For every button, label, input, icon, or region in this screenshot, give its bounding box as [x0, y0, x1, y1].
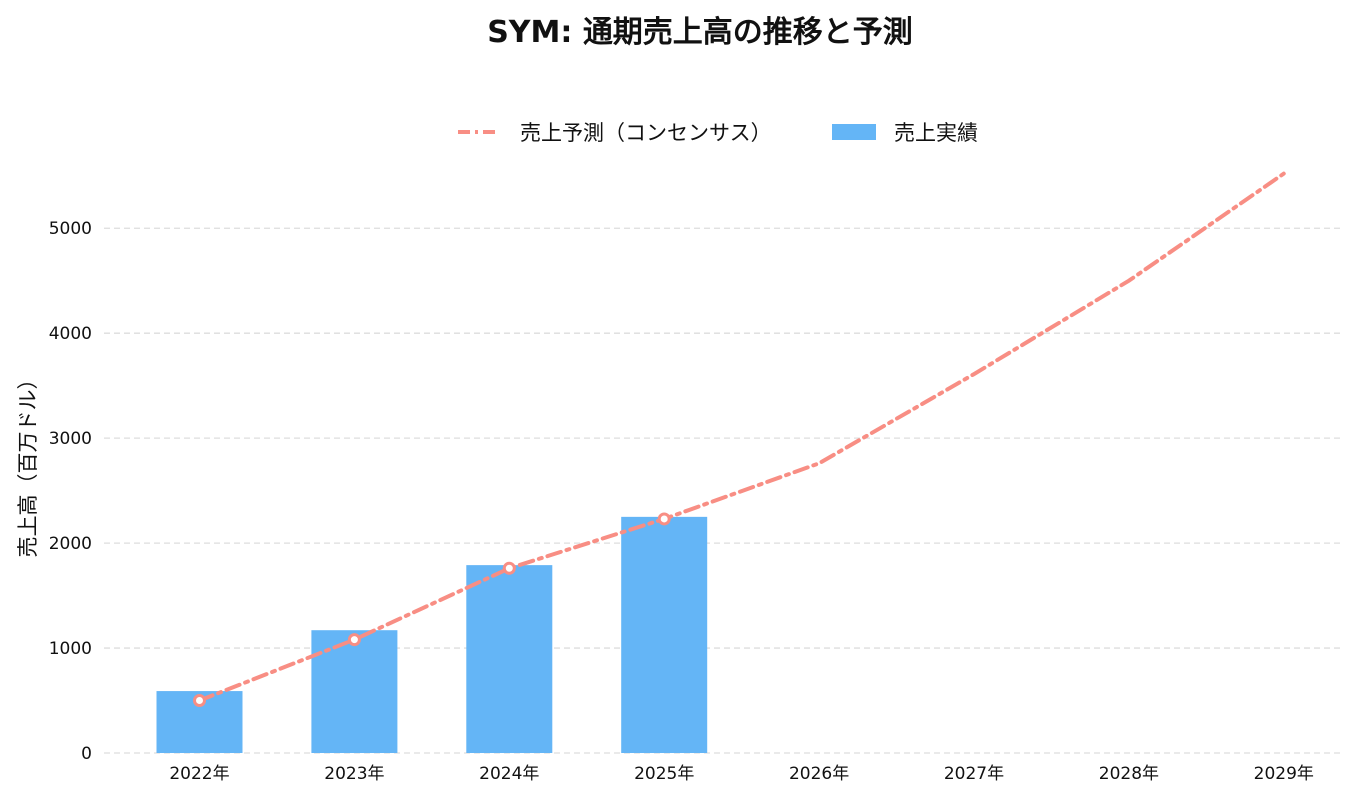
legend-actual-swatch	[832, 124, 876, 140]
forecast-point	[193, 694, 206, 708]
legend-forecast-label: 売上予測（コンセンサス）	[520, 121, 772, 145]
x-axis-ticks: 2022年 2023年 2024年 2025年 2026年 2027年 2028年 2029年	[169, 764, 1314, 784]
actual-bar	[466, 565, 553, 753]
x-tick-label: 2027年	[944, 764, 1004, 784]
chart-title: SYM: 通期売上高の推移と予測	[487, 15, 913, 50]
y-tick-label: 2000	[49, 534, 92, 554]
forecast-point	[657, 512, 671, 526]
forecast-point	[347, 633, 361, 647]
y-tick-label: 1000	[49, 639, 92, 659]
y-tick-label: 4000	[49, 324, 92, 344]
chart-legend: 売上予測（コンセンサス） 売上実績	[458, 121, 978, 145]
actual-bars	[156, 516, 708, 753]
x-tick-label: 2022年	[169, 764, 229, 784]
x-tick-label: 2024年	[479, 764, 539, 784]
legend-actual-label: 売上実績	[894, 121, 978, 145]
x-tick-label: 2029年	[1254, 764, 1314, 784]
x-tick-label: 2023年	[324, 764, 384, 784]
forecast-series	[193, 171, 1286, 708]
y-axis-ticks: 0 1000 2000 3000 4000 5000	[49, 219, 92, 764]
actual-bar	[621, 516, 708, 753]
y-tick-label: 0	[81, 744, 92, 764]
y-axis-label: 売上高（百万ドル）	[16, 369, 40, 558]
forecast-point	[502, 561, 516, 575]
forecast-line	[197, 171, 1286, 703]
y-tick-label: 5000	[49, 219, 92, 239]
x-tick-label: 2026年	[789, 764, 849, 784]
actual-bar	[311, 630, 398, 753]
x-tick-label: 2025年	[634, 764, 694, 784]
y-tick-label: 3000	[49, 429, 92, 449]
y-grid	[104, 227, 1340, 754]
x-tick-label: 2028年	[1099, 764, 1159, 784]
